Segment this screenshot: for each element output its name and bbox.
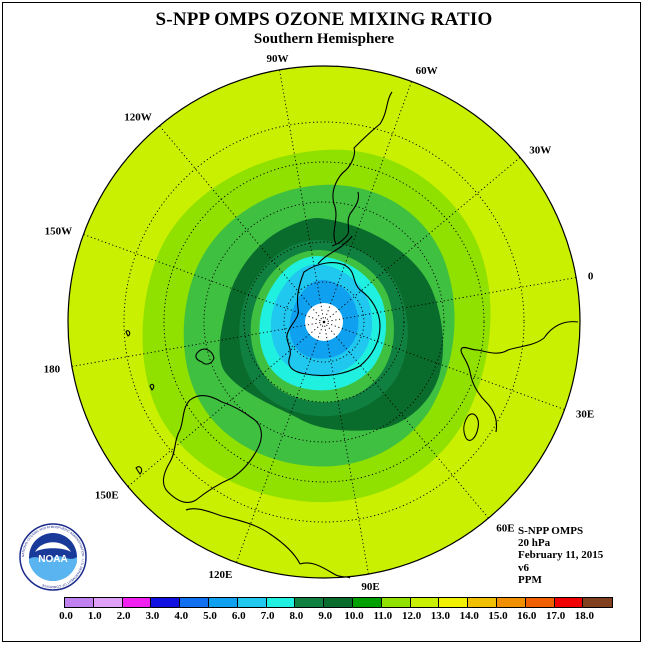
- longitude-label: 30W: [529, 145, 551, 157]
- longitude-label: 90E: [361, 581, 379, 593]
- longitude-labels: 90W 60W 30W 0 30E 60E 90E 120E 150E 180 150W 120W: [44, 53, 595, 593]
- colorbar-tick-label: 17.0: [545, 610, 566, 622]
- colorbar-swatch: [583, 598, 613, 607]
- meridian-line: [323, 81, 412, 323]
- colorbar-tick-label: 0.0: [59, 610, 73, 622]
- latitude-circle: [163, 161, 485, 483]
- colorbar-swatch: [237, 598, 267, 607]
- meridian-line: [159, 125, 325, 323]
- colorbar-tick-label: 13.0: [430, 610, 451, 622]
- version-label: v6: [518, 561, 529, 574]
- latitude-circle: [243, 241, 405, 403]
- graticule: [71, 69, 577, 575]
- colorbar: [64, 597, 614, 608]
- coastline-islands-b: [149, 383, 155, 391]
- coastline-antarctic-peninsula: [317, 235, 353, 265]
- meridian-line: [236, 321, 325, 563]
- longitude-label: 120W: [124, 112, 152, 124]
- colorbar-tick-label: 6.0: [231, 610, 246, 622]
- colorbar-tick-label: 16.0: [517, 610, 537, 622]
- meridian-line: [323, 321, 369, 575]
- longitude-label: 150W: [45, 225, 73, 237]
- longitude-label: 60W: [416, 65, 438, 77]
- colorbar-tick-label: 18.0: [574, 610, 595, 622]
- coastline-madagascar: [463, 413, 479, 441]
- colorbar-swatch: [554, 598, 584, 607]
- colorbar-tick-label: 10.0: [344, 610, 364, 622]
- product-info: S-NPP OMPS 20 hPa February 11, 2015 v6 P…: [518, 525, 603, 586]
- colorbar-tick-label: 9.0: [318, 610, 333, 622]
- meridian-line: [323, 277, 577, 323]
- colorbar-swatch: [208, 598, 238, 607]
- meridian-line: [83, 234, 325, 323]
- colorbar-tick-label: 2.0: [116, 610, 131, 622]
- latitude-circle: [203, 201, 445, 443]
- noaa-logo: NOAA NATIONAL OCEANIC AND ATMOSPHERIC AD…: [19, 523, 87, 591]
- colorbar-tick-label: 14.0: [459, 610, 479, 622]
- logo-wordmark: NOAA: [38, 554, 67, 565]
- colorbar-swatch: [496, 598, 526, 607]
- coastline-indonesia: [185, 508, 301, 565]
- figure-frame: [2, 2, 641, 642]
- coastlines: [125, 91, 579, 579]
- longitude-label: 180: [44, 364, 61, 376]
- colorbar-tick-label: 8.0: [289, 610, 304, 622]
- colorbar-swatch: [266, 598, 296, 607]
- coastline-antarctica: [286, 262, 381, 377]
- colorbar-tick-label: 5.0: [203, 610, 217, 622]
- coastline-south-america-tip: [331, 191, 360, 247]
- colorbar-swatch: [525, 598, 555, 607]
- colorbar-swatch: [295, 598, 325, 607]
- coastline-islands-a: [135, 466, 143, 475]
- colorbar-swatch: [352, 598, 382, 607]
- coastline-islands-c: [125, 330, 131, 337]
- date-label: February 11, 2015: [518, 549, 604, 562]
- map-boundary: [67, 65, 581, 579]
- coastline-south-america: [332, 91, 393, 245]
- instrument-label: S-NPP OMPS: [518, 525, 584, 537]
- longitude-label: 120E: [208, 569, 232, 581]
- colorbar-swatch: [439, 598, 469, 607]
- latitude-circle: [123, 121, 525, 523]
- longitude-label: 90W: [266, 53, 288, 65]
- colorbar-swatch: [151, 598, 181, 607]
- longitude-label: 0: [588, 270, 594, 282]
- meridian-line: [323, 321, 489, 519]
- map-title: S-NPP OMPS OZONE MIXING RATIO: [155, 9, 493, 30]
- colorbar-swatch: [468, 598, 497, 607]
- coastline-new-zealand: [195, 348, 215, 365]
- coastline-africa: [460, 321, 579, 433]
- colorbar-tick-label: 12.0: [401, 610, 422, 622]
- longitude-label: 150E: [95, 489, 119, 501]
- colorbar-swatch: [65, 598, 94, 607]
- map-subtitle: Southern Hemisphere: [253, 31, 395, 47]
- meridian-line: [279, 69, 325, 323]
- colorbar-tick-label: 7.0: [260, 610, 275, 622]
- longitude-label: 60E: [496, 522, 514, 534]
- pressure-level-label: 20 hPa: [518, 537, 551, 550]
- colorbar-swatch: [180, 598, 209, 607]
- meridian-line: [323, 321, 565, 410]
- longitude-label: 30E: [576, 409, 594, 421]
- colorbar-swatch: [410, 598, 440, 607]
- meridian-line: [71, 321, 325, 367]
- colorbar-tick-label: 11.0: [373, 610, 393, 622]
- colorbar-swatch: [381, 598, 411, 607]
- colorbar-swatch: [122, 598, 152, 607]
- latitude-circle: [283, 281, 365, 363]
- colorbar-tick-label: 15.0: [488, 610, 508, 622]
- units-label: PPM: [518, 573, 542, 586]
- colorbar-swatch: [93, 598, 123, 607]
- colorbar-tick-label: 4.0: [174, 610, 189, 622]
- colorbar-tick-label: 3.0: [145, 610, 160, 622]
- coastline-australia: [162, 394, 262, 503]
- colorbar-tick-label: 1.0: [87, 610, 102, 622]
- colorbar-swatch: [324, 598, 353, 607]
- meridian-line: [323, 157, 521, 323]
- meridian-line: [127, 321, 325, 487]
